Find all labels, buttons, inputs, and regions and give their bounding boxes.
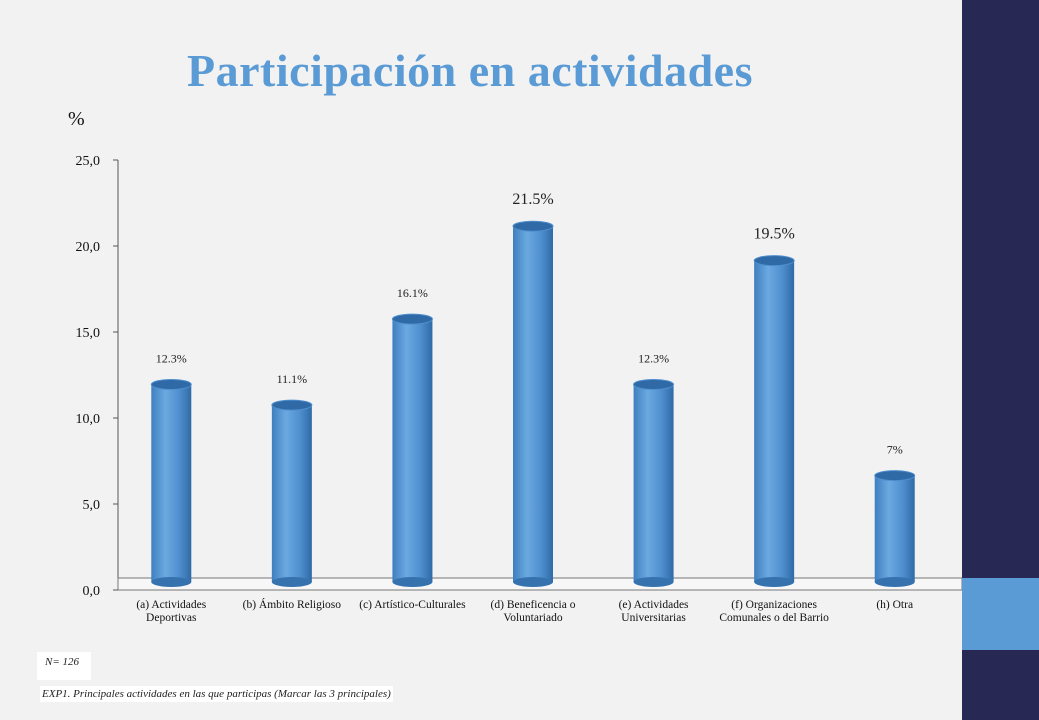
bar-base [513,577,553,587]
sidebar-band-light [962,578,1039,650]
bar-base [874,577,915,587]
x-tick-label: (f) Organizaciones Comunales o del Barri… [719,599,829,624]
bar [392,319,433,582]
sample-size-box [37,652,91,680]
x-tick-label: (d) Beneficencia o Voluntariado [490,599,576,624]
bar-base [392,577,433,587]
data-label: 11.1% [277,372,308,386]
x-tick-label: (h) Otra [876,599,914,611]
bar-top [391,313,433,325]
bar [151,384,192,582]
bar-base [271,577,312,587]
bar-top [874,470,916,482]
data-label: 19.5% [753,226,794,243]
bar-top [512,220,554,232]
bar [513,226,553,582]
data-label: 21.5% [512,191,553,208]
data-label: 7% [887,443,903,457]
x-tick-label: (b) Ámbito Religioso [242,599,342,611]
bar-base [151,577,192,587]
y-tick-label: 0,0 [83,584,101,599]
question-note: EXP1. Principales actividades en las que… [40,686,393,702]
y-axis-unit-label: % [68,108,85,130]
data-label: 12.3% [638,351,669,365]
bar [633,384,674,582]
slide-background [0,0,962,720]
x-tick-label: (e) Actividades Universitarias [618,599,689,624]
bar [874,475,915,582]
x-tick-label: (a) Actividades Deportivas [136,599,207,624]
bar-top [271,399,313,411]
sample-size-note: N= 126 [45,656,80,668]
bar-top [753,255,795,267]
y-tick-label: 10,0 [76,412,101,427]
y-tick-label: 20,0 [76,240,101,255]
bar-base [754,577,795,587]
bar-chart: 0,0 5,0 10,0 15,0 20,0 25,0 12.3% 11.1% 16.1% 21.… [76,154,962,599]
bar-base [633,577,674,587]
data-label: 12.3% [156,351,187,365]
bar [754,260,795,582]
data-label: 16.1% [397,286,428,300]
bar-top [633,378,675,390]
y-tick-label: 5,0 [83,498,101,513]
y-tick-label: 25,0 [76,154,101,169]
bar-top [150,378,192,390]
bar [271,405,312,582]
page-title: Participación en actividades [187,45,753,96]
y-tick-label: 15,0 [76,326,101,341]
x-tick-label: (c) Artístico-Culturales [359,599,466,611]
